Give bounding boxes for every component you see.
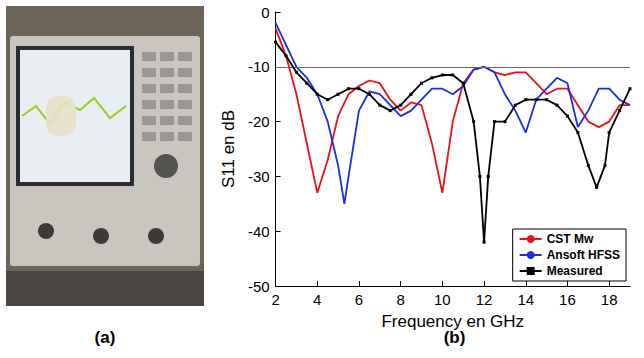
svg-text:CST Mw: CST Mw <box>547 232 594 246</box>
svg-text:10: 10 <box>434 291 451 308</box>
svg-text:0: 0 <box>261 4 269 21</box>
svg-text:8: 8 <box>396 291 404 308</box>
svg-text:S11 en dB: S11 en dB <box>219 110 238 188</box>
svg-text:18: 18 <box>601 291 618 308</box>
svg-text:-20: -20 <box>248 113 270 130</box>
html-text:(a): (a) <box>94 328 116 347</box>
html-text:(b): (b) <box>443 328 466 347</box>
svg-text:Frequency en GHz: Frequency en GHz <box>381 312 525 331</box>
svg-text:12: 12 <box>476 291 493 308</box>
svg-text:2: 2 <box>271 291 279 308</box>
svg-text:4: 4 <box>313 291 321 308</box>
svg-text:-40: -40 <box>248 223 270 240</box>
svg-text:Ansoft HFSS: Ansoft HFSS <box>547 248 620 262</box>
svg-text:-50: -50 <box>248 278 270 295</box>
svg-text:6: 6 <box>355 291 363 308</box>
svg-text:14: 14 <box>517 291 534 308</box>
svg-text:Measured: Measured <box>547 264 603 278</box>
svg-text:-30: -30 <box>248 168 270 185</box>
svg-text:-10: -10 <box>248 58 270 75</box>
svg-text:16: 16 <box>559 291 576 308</box>
